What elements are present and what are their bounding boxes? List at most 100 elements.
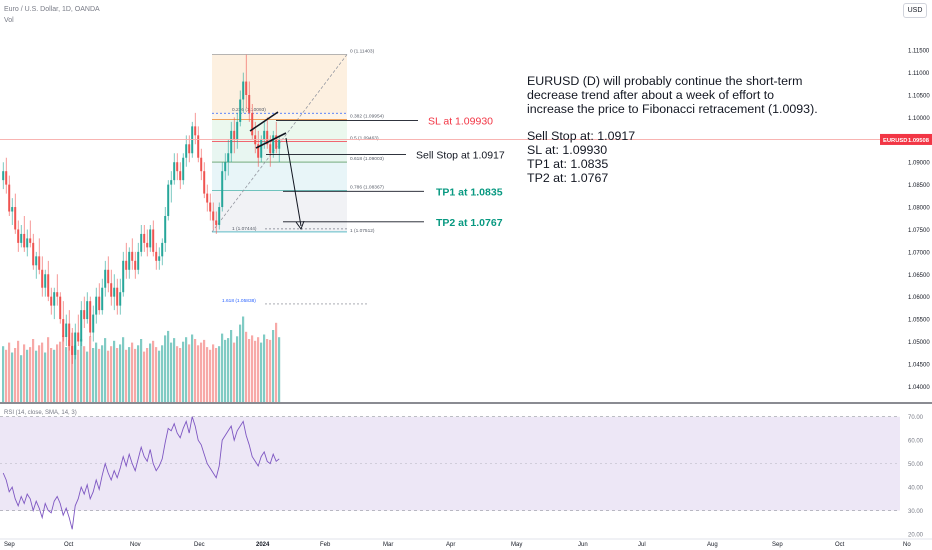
candle <box>41 269 44 288</box>
price-tick-label: 1.05000 <box>908 340 930 346</box>
candle <box>188 144 191 154</box>
volume-label[interactable]: Vol <box>4 17 14 24</box>
volume-bar <box>143 351 146 402</box>
price-candles <box>2 54 281 364</box>
currency-button[interactable]: USD <box>903 3 927 18</box>
candle <box>224 162 227 172</box>
volume-bar <box>59 341 62 402</box>
symbol-title[interactable]: Euro / U.S. Dollar, 1D, OANDA <box>4 6 100 13</box>
fib-zone <box>212 190 347 232</box>
candle <box>113 287 116 297</box>
volume-bar <box>245 331 248 402</box>
volume-bar <box>41 342 44 402</box>
volume-bar <box>8 342 11 402</box>
volume-bar <box>257 337 260 402</box>
volume-bar <box>251 335 254 402</box>
volume-bar <box>218 346 221 402</box>
volume-bar <box>254 340 257 402</box>
fibonacci-retracement[interactable]: 0 (1.11403) 0.382 (1.09954) 0.5 (1.09463) 0… <box>211 49 384 305</box>
trade-level-label[interactable]: SL at 1.09930 <box>428 116 493 128</box>
candle <box>122 260 125 293</box>
candle <box>272 135 275 154</box>
volume-bar <box>68 339 71 402</box>
candle <box>11 207 14 212</box>
channel-top-line <box>249 111 279 132</box>
time-tick-label: Jul <box>638 542 646 548</box>
candle <box>95 296 98 315</box>
fib-zone <box>212 119 347 142</box>
volume-bar <box>206 347 209 402</box>
candle <box>245 81 248 95</box>
volume-bar <box>209 349 212 402</box>
price-tick-label: 1.07000 <box>908 250 930 256</box>
candle <box>149 229 152 248</box>
volume-bar <box>221 333 224 402</box>
volume-bar <box>29 347 32 402</box>
rsi-pane[interactable]: RSI (14, close, SMA, 14, 3) 70.00 60.00 50.… <box>0 410 924 539</box>
volume-bar <box>191 334 194 402</box>
trade-level-label[interactable]: TP2 at 1.0767 <box>436 217 503 229</box>
price-tick-label: 1.07500 <box>908 228 930 234</box>
volume-bar <box>104 338 107 402</box>
volume-bar <box>176 346 179 402</box>
candle <box>131 251 134 261</box>
candle <box>53 292 56 306</box>
chart-header: Euro / U.S. Dollar, 1D, OANDA Vol <box>4 4 100 26</box>
price-axis[interactable]: 1.115001.110001.105001.100001.095001.090… <box>880 49 932 391</box>
trade-level-label[interactable]: TP1 at 1.0835 <box>436 186 503 198</box>
candle <box>119 292 122 306</box>
candle <box>17 229 20 243</box>
candle <box>89 301 92 333</box>
fib-level-label: 0.786 (1.08367) <box>350 185 384 191</box>
volume-bar <box>14 348 17 402</box>
price-badge-symbol: EURUSD <box>883 138 907 144</box>
price-tick-label: 1.04500 <box>908 362 930 368</box>
rsi-title[interactable]: RSI (14, close, SMA, 14, 3) <box>4 410 77 416</box>
candle <box>29 238 32 243</box>
candle <box>143 233 146 243</box>
volume-bar <box>101 345 104 402</box>
level-summary-line: Sell Stop at: 1.0917 <box>527 128 636 143</box>
time-axis[interactable]: Sep Oct Nov Dec 2024 Feb Mar Apr May Jun Jul Aug Sep… <box>4 542 911 548</box>
price-badge[interactable] <box>880 133 932 145</box>
time-tick-label: Mar <box>383 542 393 548</box>
price-tick-label: 1.10500 <box>908 93 930 99</box>
volume-bar <box>113 340 116 402</box>
candle <box>176 162 179 172</box>
fib-level-label: 1 (1.07444) <box>232 226 257 232</box>
volume-bar <box>5 349 8 402</box>
candle <box>35 256 38 266</box>
trade-levels[interactable]: SL at 1.09930 Sell Stop at 1.0917 TP1 at 1… <box>0 111 880 231</box>
rsi-tick-label: 20.00 <box>908 533 924 539</box>
rsi-tick-label: 40.00 <box>908 486 924 492</box>
volume-bar <box>275 322 278 402</box>
candle <box>248 94 251 113</box>
price-tick-label: 1.10000 <box>908 116 930 122</box>
candle <box>173 162 176 181</box>
candle <box>134 260 137 270</box>
candle <box>203 171 206 194</box>
arrow-head-icon <box>295 220 305 231</box>
volume-bar <box>134 348 137 402</box>
volume-bar <box>137 345 140 402</box>
fib-level-label: 1 (1.07512) <box>350 228 375 234</box>
price-tick-label: 1.11500 <box>908 49 930 55</box>
candle <box>77 332 80 342</box>
volume-bar <box>269 339 272 402</box>
rsi-line <box>2 416 280 530</box>
candle <box>137 251 140 270</box>
time-tick-label: Feb <box>320 542 331 548</box>
volume-bar <box>155 347 158 402</box>
fib-zone <box>212 54 347 114</box>
volume-bar <box>47 337 50 402</box>
rsi-tick-label: 50.00 <box>908 462 924 468</box>
volume-bar <box>98 348 101 402</box>
candle <box>161 242 164 257</box>
trade-level-label[interactable]: Sell Stop at 1.0917 <box>416 150 505 162</box>
fib-level-label: 1.618 (1.05838) <box>222 298 256 304</box>
candle <box>266 130 269 145</box>
price-tick-label: 1.06000 <box>908 295 930 301</box>
candle <box>218 207 221 225</box>
volume-bar <box>230 330 233 402</box>
